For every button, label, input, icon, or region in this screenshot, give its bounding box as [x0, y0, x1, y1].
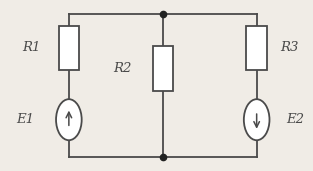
Text: E2: E2: [286, 113, 305, 126]
Ellipse shape: [56, 99, 82, 140]
Ellipse shape: [244, 99, 269, 140]
Bar: [246, 26, 267, 70]
Bar: [152, 46, 173, 91]
Text: R1: R1: [22, 41, 41, 54]
Text: R2: R2: [113, 62, 131, 75]
Text: R3: R3: [280, 41, 299, 54]
Bar: [59, 26, 79, 70]
Text: E1: E1: [16, 113, 34, 126]
